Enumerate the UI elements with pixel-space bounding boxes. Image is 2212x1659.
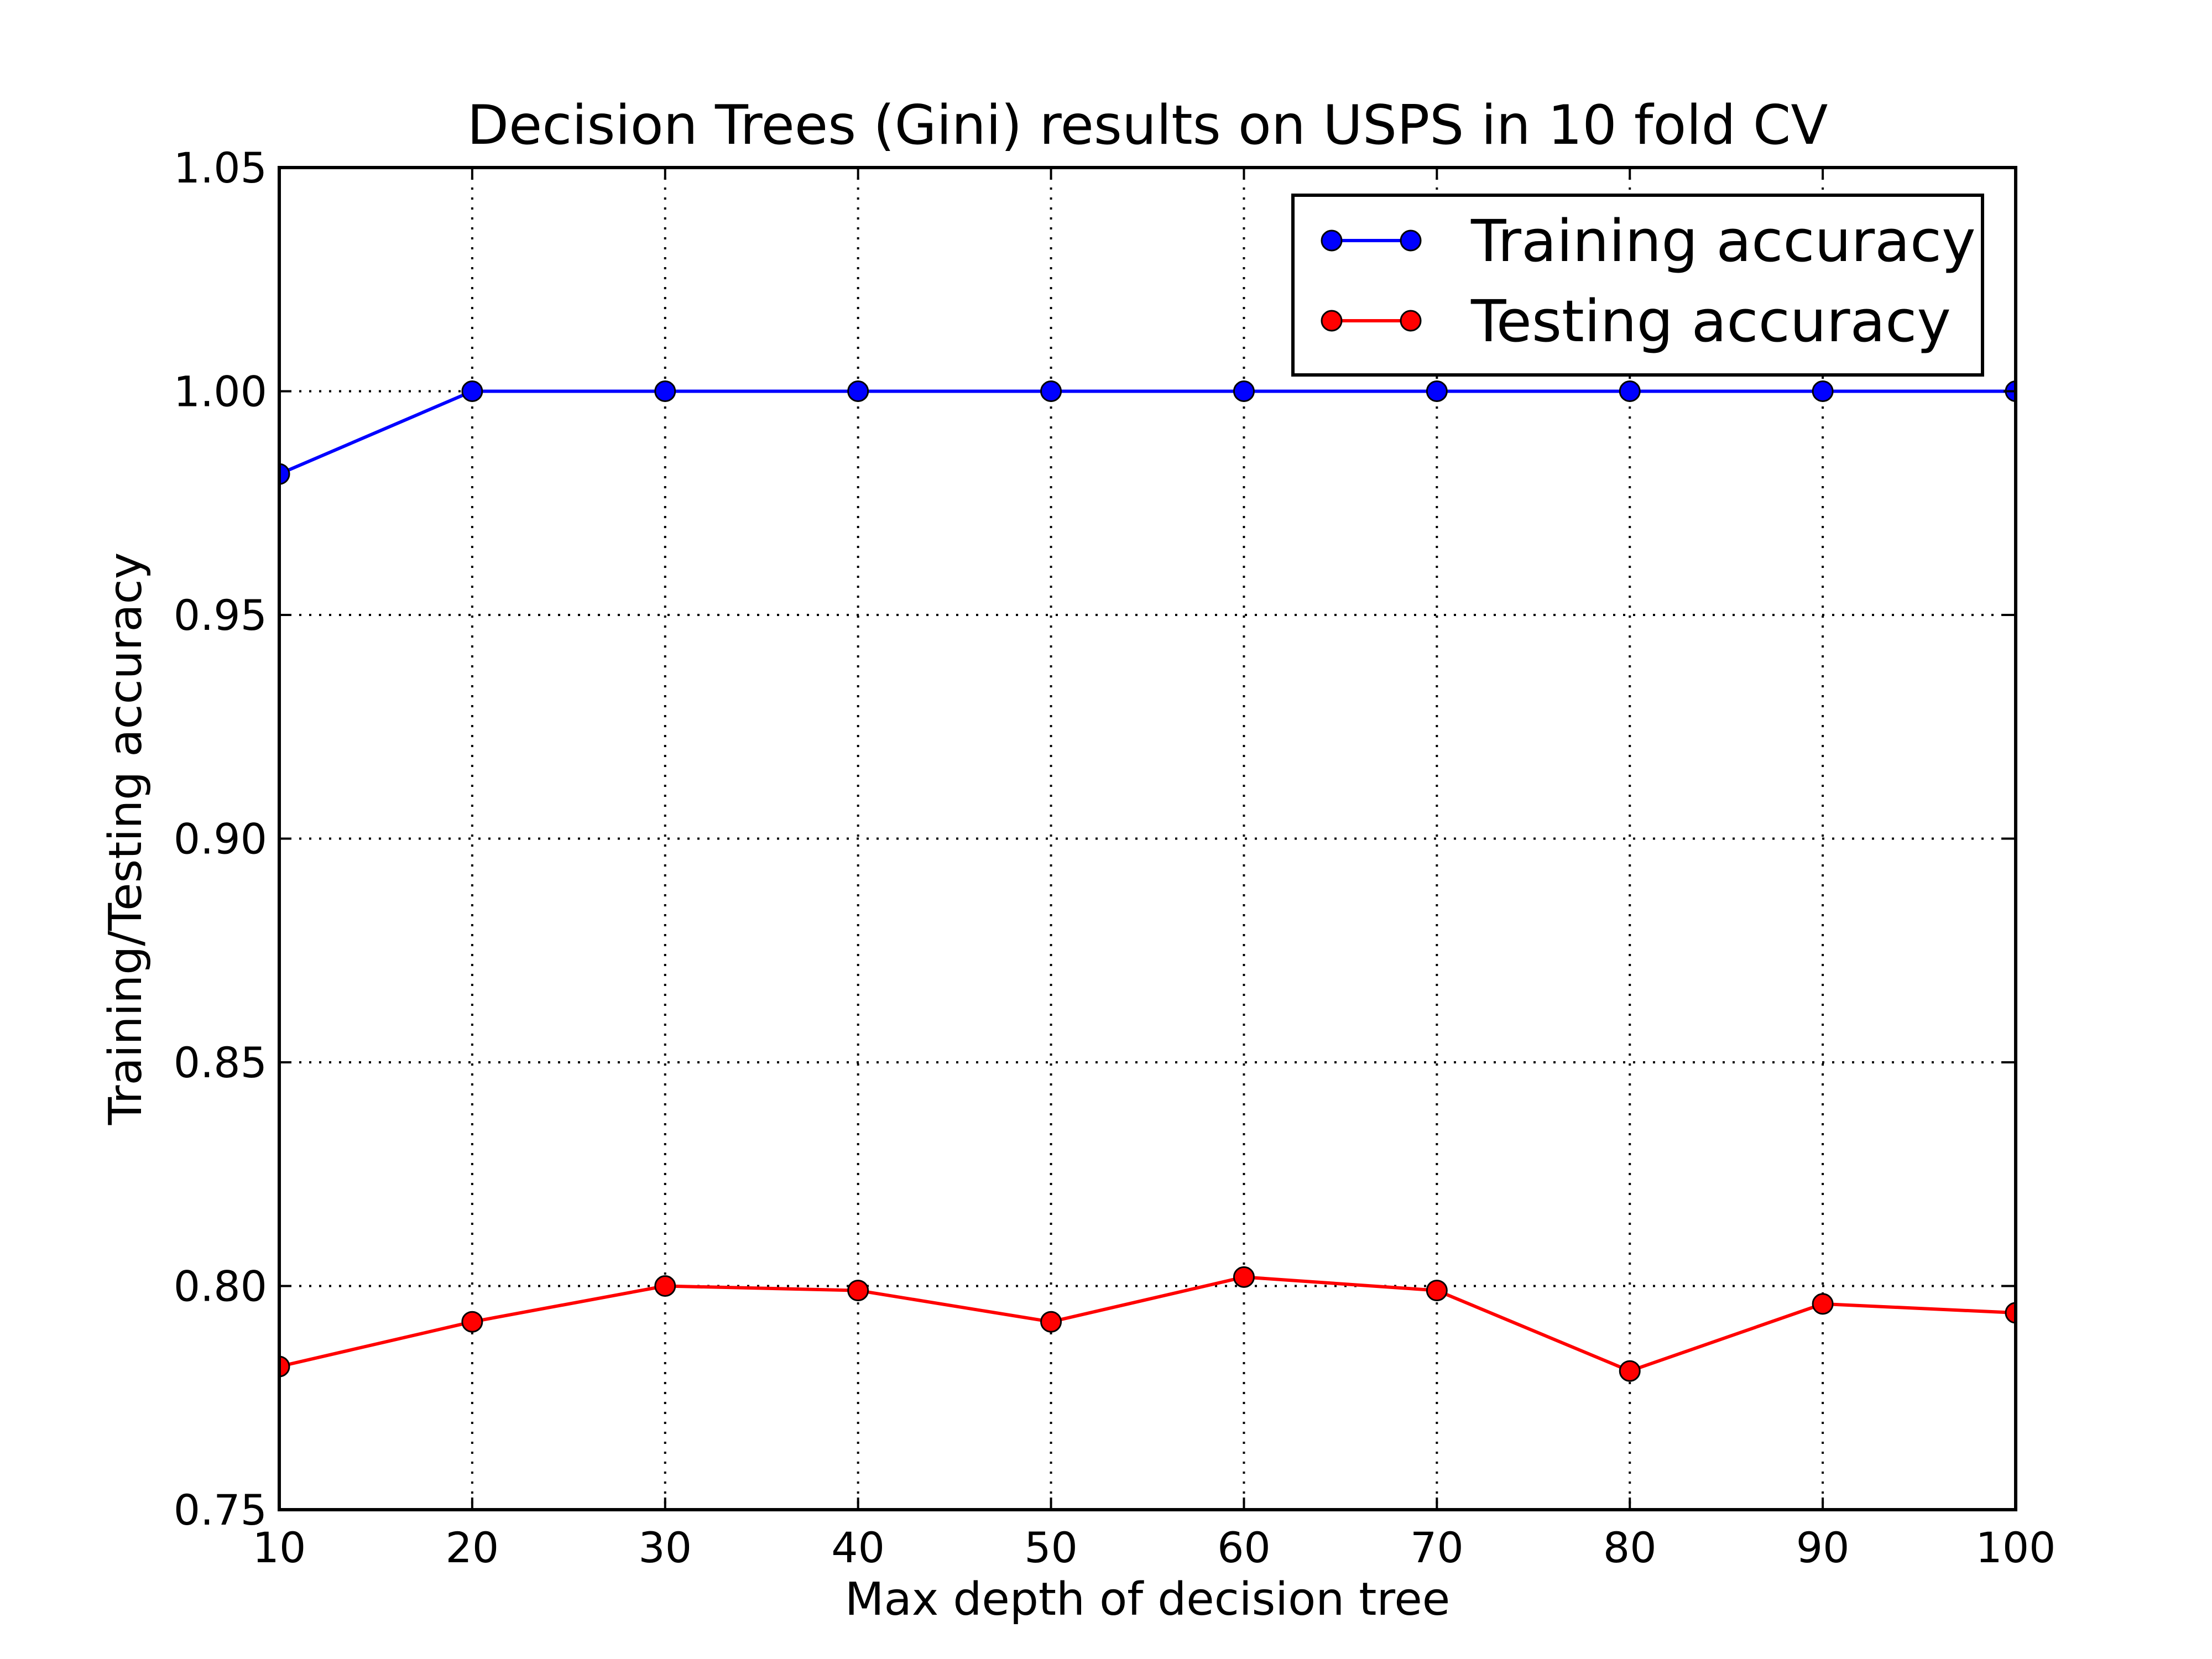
legend: Training accuracy Testing accuracy (1291, 194, 1984, 377)
data-point (279, 1355, 290, 1378)
x-tick-label: 30 (638, 1523, 692, 1572)
data-point (1426, 1280, 1448, 1302)
x-tick-label: 60 (1217, 1523, 1271, 1572)
data-point (1040, 380, 1062, 402)
data-point (1812, 1293, 1834, 1315)
x-tick-label: 90 (1796, 1523, 1850, 1572)
data-point (279, 463, 290, 485)
data-point (847, 380, 869, 402)
y-axis-label: Training/Testing accuracy (100, 552, 152, 1126)
x-tick-label: 100 (1975, 1523, 2056, 1572)
legend-label: Testing accuracy (1470, 288, 1951, 355)
data-point (2005, 1302, 2016, 1324)
data-point (461, 380, 483, 402)
series-line (279, 389, 2016, 476)
x-tick-label: 80 (1603, 1523, 1657, 1572)
legend-marker (1321, 310, 1343, 332)
legend-item: Training accuracy (1321, 207, 1976, 275)
x-tick-label: 20 (446, 1523, 499, 1572)
x-tick-label: 50 (1024, 1523, 1078, 1572)
axis-ticks: 10 20 30 40 50 60 70 80 90 100 0.75 0.80 0.85 0.90 0.9… (174, 143, 2056, 1572)
series-1 (279, 1266, 2016, 1382)
x-tick-label: 40 (831, 1523, 885, 1572)
x-tick-label: 70 (1410, 1523, 1464, 1572)
series-line (279, 1275, 2016, 1373)
y-tick-label: 1.05 (174, 143, 267, 192)
chart-title: Decision Trees (Gini) results on USPS in… (467, 94, 1828, 157)
data-point (654, 380, 676, 402)
x-tick-label: 10 (253, 1523, 306, 1572)
legend-marker (1321, 229, 1343, 252)
legend-label: Training accuracy (1470, 207, 1976, 275)
legend-item: Testing accuracy (1321, 288, 1951, 355)
data-point (654, 1275, 676, 1297)
data-point (1233, 1266, 1255, 1288)
legend-box (1291, 194, 1984, 377)
data-point (1426, 380, 1448, 402)
data-point (461, 1311, 483, 1333)
data-point (1619, 1360, 1641, 1382)
y-tick-label: 0.80 (174, 1262, 267, 1311)
data-point (1040, 1311, 1062, 1333)
legend-marker (1400, 310, 1422, 332)
data-point (847, 1280, 869, 1302)
data-point (1619, 380, 1641, 402)
data-point (1812, 380, 1834, 402)
legend-marker (1400, 229, 1422, 252)
plot-series (279, 380, 2016, 1382)
y-tick-label: 1.00 (174, 367, 267, 416)
y-tick-label: 0.95 (174, 591, 267, 640)
series-0 (279, 380, 2016, 485)
y-tick-label: 0.85 (174, 1038, 267, 1087)
y-tick-label: 0.75 (174, 1485, 267, 1535)
y-tick-label: 0.90 (174, 815, 267, 864)
data-point (1233, 380, 1255, 402)
x-axis-label: Max depth of decision tree (845, 1573, 1450, 1626)
